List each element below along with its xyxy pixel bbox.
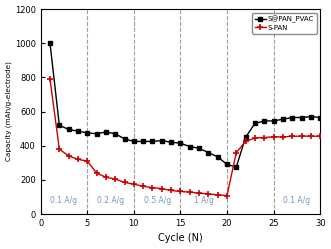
S@PAN_PVAC <box>234 166 238 169</box>
S-PAN <box>206 192 210 195</box>
S-PAN <box>300 135 304 138</box>
S@PAN_PVAC <box>141 140 145 143</box>
S@PAN_PVAC <box>95 132 99 135</box>
S@PAN_PVAC <box>122 137 126 140</box>
S@PAN_PVAC <box>244 136 248 139</box>
Text: 0.5 A/g: 0.5 A/g <box>144 196 171 205</box>
S-PAN <box>141 185 145 188</box>
S-PAN <box>309 135 313 138</box>
S-PAN <box>253 136 257 139</box>
S-PAN <box>262 136 266 139</box>
S-PAN <box>244 140 248 143</box>
S-PAN <box>169 189 173 192</box>
S-PAN <box>76 158 80 161</box>
S-PAN <box>318 135 322 138</box>
S@PAN_PVAC <box>188 145 192 148</box>
S-PAN <box>151 186 155 189</box>
S@PAN_PVAC <box>160 139 164 142</box>
S@PAN_PVAC <box>151 140 155 143</box>
S@PAN_PVAC <box>104 130 108 133</box>
S-PAN <box>85 160 89 163</box>
Line: S@PAN_PVAC: S@PAN_PVAC <box>48 41 323 170</box>
S-PAN <box>290 135 294 138</box>
S-PAN <box>67 154 71 157</box>
S@PAN_PVAC <box>281 118 285 121</box>
S@PAN_PVAC <box>85 131 89 134</box>
S@PAN_PVAC <box>169 141 173 144</box>
S@PAN_PVAC <box>216 155 220 158</box>
Text: 0.1 A/g: 0.1 A/g <box>50 196 77 205</box>
S-PAN <box>271 135 275 138</box>
Text: 1 A/g: 1 A/g <box>194 196 213 205</box>
S-PAN <box>95 172 99 175</box>
S@PAN_PVAC <box>262 120 266 123</box>
S@PAN_PVAC <box>48 42 52 45</box>
S@PAN_PVAC <box>318 116 322 119</box>
Line: S-PAN: S-PAN <box>47 76 324 199</box>
S-PAN <box>281 135 285 138</box>
S@PAN_PVAC <box>300 116 304 119</box>
S-PAN <box>225 194 229 197</box>
X-axis label: Cycle (N): Cycle (N) <box>158 234 203 244</box>
S-PAN <box>104 176 108 179</box>
S@PAN_PVAC <box>132 140 136 143</box>
S@PAN_PVAC <box>206 151 210 154</box>
S-PAN <box>132 183 136 186</box>
S@PAN_PVAC <box>309 115 313 118</box>
Y-axis label: Capacity (mAh/g-electrode): Capacity (mAh/g-electrode) <box>6 62 12 162</box>
S-PAN <box>48 78 52 81</box>
S@PAN_PVAC <box>253 122 257 125</box>
S@PAN_PVAC <box>271 120 275 123</box>
S-PAN <box>178 190 182 193</box>
S@PAN_PVAC <box>57 124 61 127</box>
S@PAN_PVAC <box>225 163 229 166</box>
S-PAN <box>216 193 220 196</box>
S-PAN <box>197 192 201 195</box>
Text: 0.2 A/g: 0.2 A/g <box>97 196 124 205</box>
S-PAN <box>188 191 192 194</box>
S-PAN <box>57 148 61 151</box>
S-PAN <box>234 151 238 154</box>
S@PAN_PVAC <box>67 128 71 131</box>
Text: 0.1 A/g: 0.1 A/g <box>283 196 310 205</box>
S-PAN <box>160 187 164 190</box>
S@PAN_PVAC <box>76 130 80 133</box>
S-PAN <box>113 178 117 181</box>
S@PAN_PVAC <box>290 116 294 119</box>
S@PAN_PVAC <box>178 142 182 145</box>
S-PAN <box>122 181 126 184</box>
S@PAN_PVAC <box>197 147 201 150</box>
S@PAN_PVAC <box>113 132 117 135</box>
Legend: S@PAN_PVAC, S-PAN: S@PAN_PVAC, S-PAN <box>252 12 317 34</box>
